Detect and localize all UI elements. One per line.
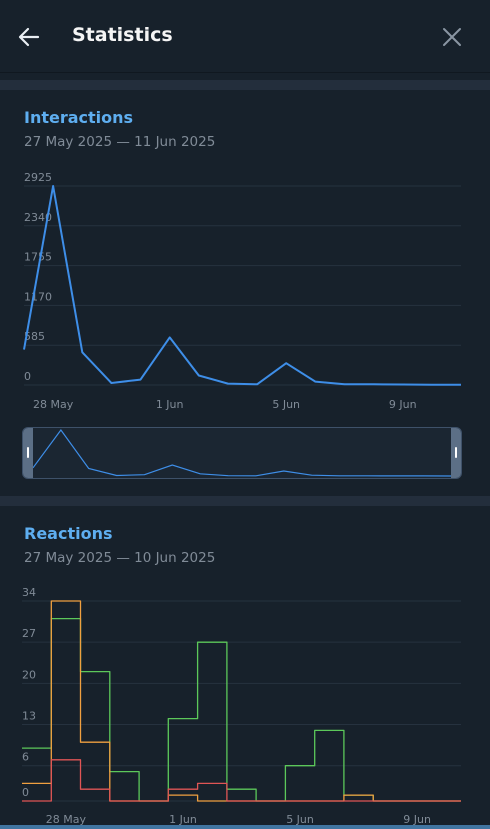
grip-icon [27,447,29,458]
y-tick-label: 2340 [24,211,52,224]
section-divider [0,496,490,506]
y-tick-label: 34 [22,586,36,599]
interactions-range: 27 May 2025 — 11 Jun 2025 [24,134,216,150]
x-tick-label: 5 Jun [286,813,314,825]
series-line [22,617,461,802]
back-button[interactable] [14,22,44,52]
y-tick-label: 2925 [24,171,52,184]
y-tick-label: 20 [22,668,36,681]
x-tick-label: 5 Jun [272,398,300,411]
bottom-scroll-indicator [0,825,490,829]
x-tick-label: 9 Jun [389,398,417,411]
reactions-range: 27 May 2025 — 10 Jun 2025 [24,550,216,566]
series-line [23,185,462,386]
y-tick-label: 585 [24,330,45,343]
series-line [22,600,461,802]
series-line [22,759,461,802]
header: Statistics [0,0,490,73]
arrow-left-icon [18,27,40,47]
grip-icon [455,447,457,458]
navigator-right-handle[interactable] [451,428,461,478]
y-tick-label: 1755 [24,251,52,264]
interactions-chart[interactable]: 0 585 1170 1755 2340 2925 28 May 1 Jun 5 Jun 9 Ju… [0,160,490,420]
reactions-title: Reactions [24,524,113,543]
interactions-range-navigator[interactable] [22,427,462,479]
page-title: Statistics [72,24,173,46]
x-tick-label: 1 Jun [169,813,197,825]
y-tick-label: 0 [24,370,31,383]
interactions-title: Interactions [24,108,134,127]
x-tick-label: 28 May [33,398,74,411]
y-tick-label: 0 [22,786,29,799]
close-icon [443,28,461,46]
close-button[interactable] [438,23,466,51]
y-tick-label: 1170 [24,290,52,303]
reactions-chart[interactable]: 0 6 13 20 27 34 28 May 1 Jun 5 Jun 9 Jun [0,580,490,825]
navigator-line [32,428,452,477]
y-tick-label: 13 [22,710,36,723]
navigator-left-handle[interactable] [23,428,33,478]
section-divider [0,80,490,90]
y-tick-label: 6 [22,751,29,764]
navigator-preview [32,428,452,477]
x-tick-label: 9 Jun [403,813,431,825]
x-tick-label: 28 May [46,813,87,825]
x-tick-label: 1 Jun [156,398,184,411]
y-tick-label: 27 [22,627,36,640]
